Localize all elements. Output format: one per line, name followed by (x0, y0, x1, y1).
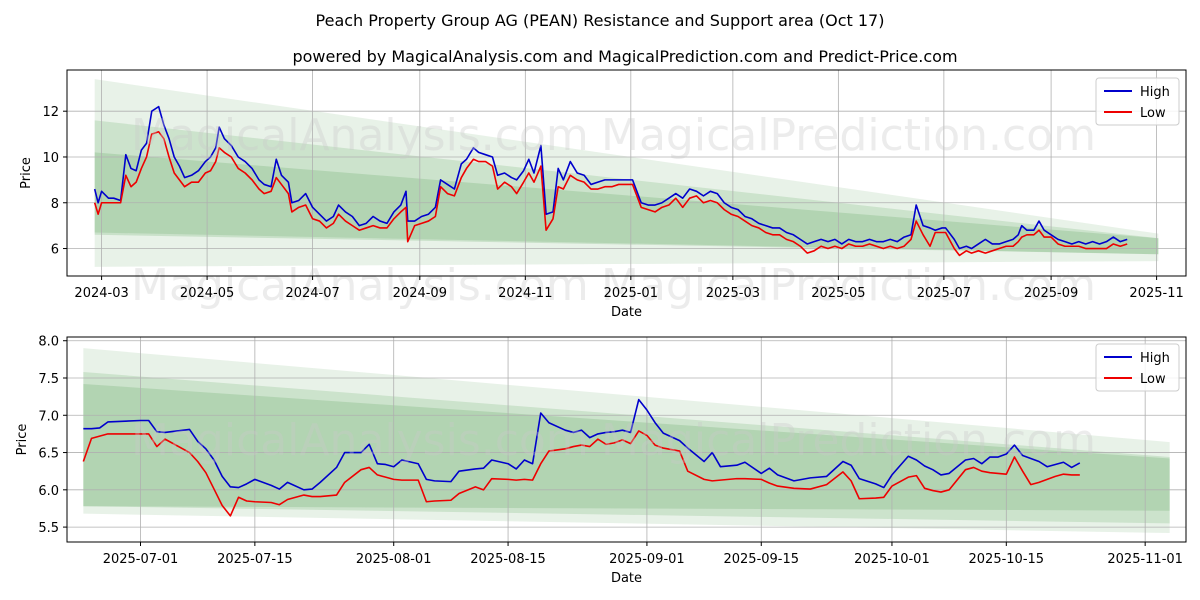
legend-label-low: Low (1140, 106, 1166, 121)
x-tick-label: 2024-11 (498, 286, 552, 301)
axes-frame (66, 69, 1187, 277)
x-tick-label: 2024-05 (180, 286, 234, 301)
y-tick-label: 8 (51, 197, 59, 212)
y-tick-label: 7.0 (38, 409, 59, 424)
series-line-low (82, 430, 1080, 517)
y-axis-label: Price (15, 424, 30, 456)
x-tick-label: 2024-09 (393, 286, 447, 301)
resistance-support-core-band (94, 152, 1159, 255)
y-tick-label: 12 (42, 105, 59, 120)
y-tick-label: 6 (51, 243, 59, 258)
y-tick-label: 5.5 (38, 521, 59, 536)
x-tick-label: 2025-08-01 (356, 552, 432, 567)
plot-area (67, 70, 1186, 276)
legend: High Low (1095, 343, 1180, 392)
x-tick-label: 2025-10-01 (854, 552, 930, 567)
watermark: MagicalPrediction.com (601, 260, 1096, 311)
x-tick-label: 2025-07-01 (103, 552, 179, 567)
x-tick-label: 2024-03 (74, 286, 128, 301)
watermark: MagicalAnalysis.com (131, 415, 589, 466)
x-axis-label: Date (611, 571, 642, 586)
legend-label-low: Low (1140, 372, 1166, 387)
x-tick-label: 2025-10-15 (969, 552, 1045, 567)
x-tick-label: 2025-11-01 (1107, 552, 1183, 567)
x-tick-label: 2025-11 (1129, 286, 1183, 301)
bottom-panel: MagicalAnalysis.com MagicalPrediction.com… (15, 335, 1187, 586)
top-panel: MagicalAnalysis.comMagicalAnalysis.comMa… (19, 69, 1187, 320)
legend-box (1095, 343, 1180, 392)
resistance-support-inner-band (94, 120, 1159, 255)
x-tick-label: 2025-09-01 (609, 552, 685, 567)
y-tick-label: 6.5 (38, 447, 59, 462)
series-line-low (93, 131, 1128, 257)
legend-label-high: High (1140, 351, 1170, 366)
axes-frame (66, 336, 1187, 543)
series-line-high (83, 398, 1081, 491)
resistance-support-outer-band (94, 79, 1159, 267)
y-tick-label: 7.5 (38, 372, 59, 387)
y-tick-label: 8.0 (38, 335, 59, 350)
chart-subtitle: powered by MagicalAnalysis.com and Magic… (292, 47, 957, 66)
resistance-support-outer-band (83, 348, 1170, 534)
legend-label-high: High (1140, 85, 1170, 100)
x-tick-label: 2024-07 (285, 286, 339, 301)
watermark: MagicalPrediction.com (601, 415, 1096, 466)
watermark: MagicalAnalysis.com (131, 110, 589, 161)
x-tick-label: 2025-05 (811, 286, 865, 301)
legend: High Low (1095, 77, 1180, 126)
x-tick-label: 2025-03 (706, 286, 760, 301)
series-line-high (93, 105, 1128, 250)
y-tick-label: 10 (42, 151, 59, 166)
x-axis-label: Date (611, 305, 642, 320)
x-tick-label: 2025-07 (917, 286, 971, 301)
x-tick-label: 2025-01 (604, 286, 658, 301)
plot-area (67, 337, 1186, 542)
x-tick-label: 2025-08-15 (470, 552, 546, 567)
x-tick-label: 2025-07-15 (217, 552, 293, 567)
watermark: MagicalPrediction.com (601, 110, 1096, 161)
y-tick-label: 6.0 (38, 484, 59, 499)
x-tick-label: 2025-09 (1024, 286, 1078, 301)
watermark: MagicalAnalysis.com (131, 260, 589, 311)
chart-title: Peach Property Group AG (PEAN) Resistanc… (316, 11, 885, 30)
y-axis-label: Price (19, 157, 34, 189)
legend-box (1095, 77, 1180, 126)
resistance-support-inner-band (83, 372, 1170, 524)
x-tick-label: 2025-09-15 (723, 552, 799, 567)
